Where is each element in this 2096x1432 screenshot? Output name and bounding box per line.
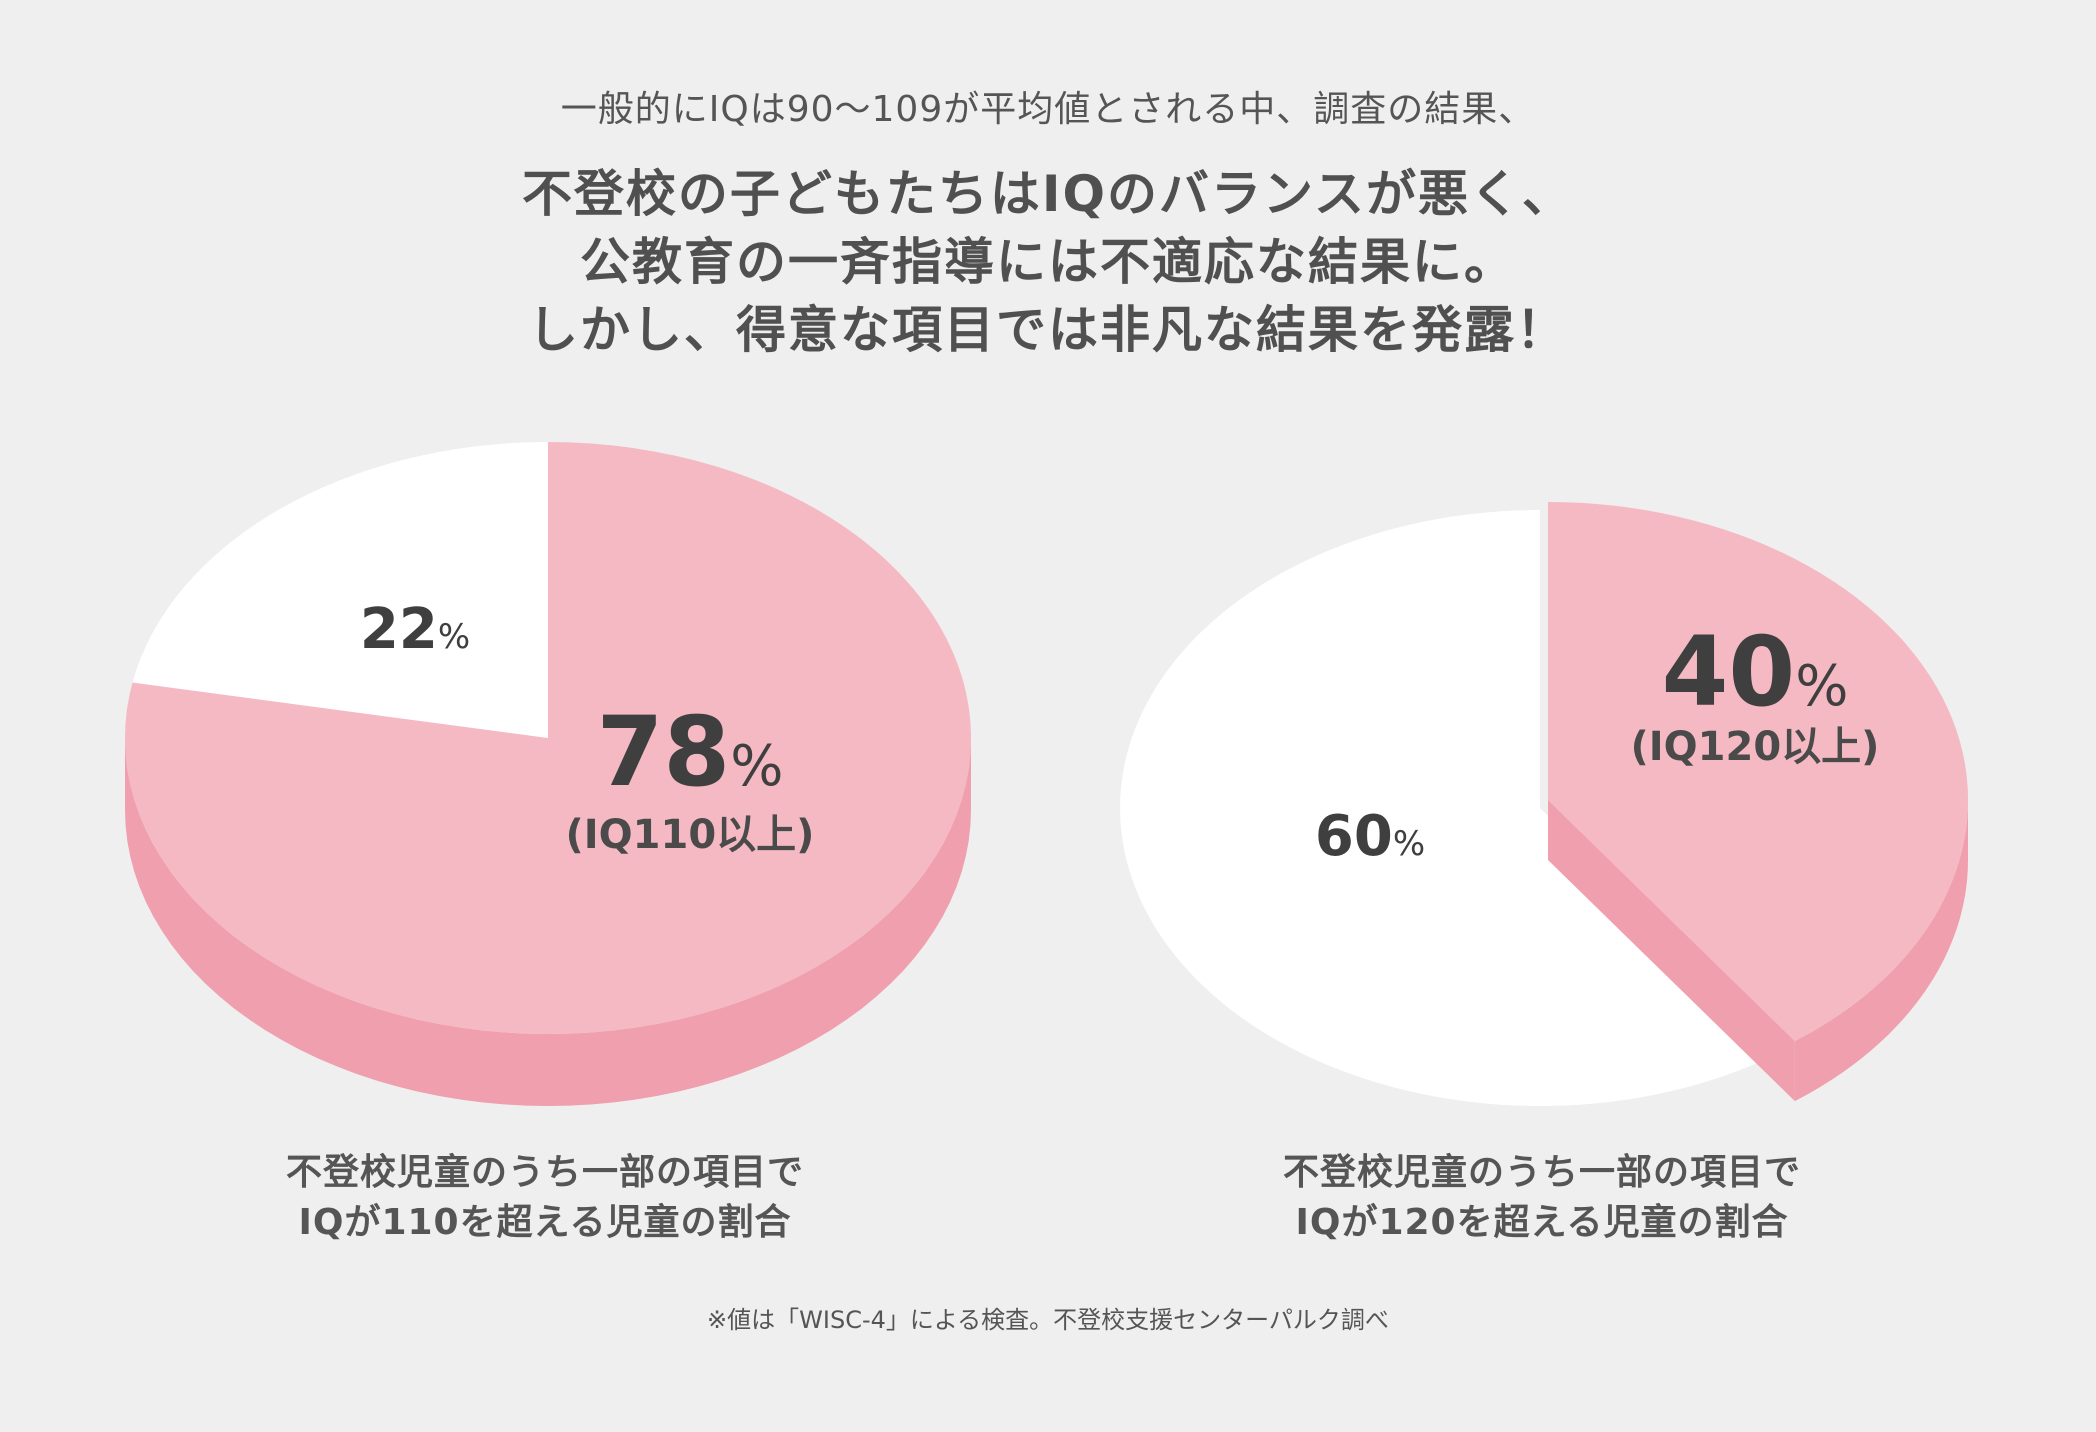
chart-2-slice-1-sublabel: (IQ120以上) xyxy=(1631,724,1880,770)
chart-1-slice-1-sublabel: (IQ110以上) xyxy=(566,812,815,858)
chart-1-slice-1-label: 78% xyxy=(597,696,784,808)
chart-1-slice-1 xyxy=(124,442,971,1034)
chart-2-slice-1-unit: % xyxy=(1795,654,1848,719)
headline: 不登校の子どもたちはIQのバランスが悪く、 公教育の一斉指導には不適応な結果に。… xyxy=(0,160,2096,364)
chart-1-slice-2-label: 22% xyxy=(360,597,470,662)
chart-2-slice-1-cut xyxy=(1548,800,1795,1102)
pie-chart-1: 78%(IQ110以上)22% xyxy=(124,442,971,1106)
chart-2-caption: 不登校児童のうち一部の項目で IQが120を超える児童の割合 xyxy=(1162,1148,1922,1248)
chart-1-slice-2-unit: % xyxy=(438,617,470,657)
chart-1-slice-1-unit: % xyxy=(730,734,783,799)
chart-1-slice-1-value: 78 xyxy=(597,696,731,808)
chart-2-slice-1-value: 40 xyxy=(1662,616,1796,728)
chart-2-slice-1-label: 40% xyxy=(1662,616,1849,728)
chart-1-slice-1-side xyxy=(125,738,971,1106)
chart-2-slice-1 xyxy=(1548,502,1969,1042)
headline-line-2: 公教育の一斉指導には不適応な結果に。 xyxy=(580,233,1516,291)
headline-line-3: しかし、得意な項目では非凡な結果を発露！ xyxy=(528,301,1568,359)
subtitle: 一般的にIQは90〜109が平均値とされる中、調査の結果、 xyxy=(560,89,1536,130)
chart-2-slice-2 xyxy=(1120,510,1787,1106)
chart-2-slice-2-unit: % xyxy=(1393,824,1425,864)
chart-2-slice-1-side xyxy=(1794,800,1968,1102)
chart-2-caption-line-2: IQが120を超える児童の割合 xyxy=(1295,1202,1789,1243)
chart-1-slice-2 xyxy=(132,442,548,738)
headline-line-1: 不登校の子どもたちはIQのバランスが悪く、 xyxy=(521,165,1575,223)
chart-1-caption-line-2: IQが110を超える児童の割合 xyxy=(298,1202,792,1243)
chart-1-caption-line-1: 不登校児童のうち一部の項目で xyxy=(285,1152,804,1193)
chart-1-slice-2-value: 22 xyxy=(360,597,438,662)
footnote: ※値は「WISC-4」による検査。不登校支援センターパルク調べ xyxy=(707,1306,1389,1334)
chart-2-caption-line-1: 不登校児童のうち一部の項目で xyxy=(1282,1152,1801,1193)
chart-1-caption: 不登校児童のうち一部の項目で IQが110を超える児童の割合 xyxy=(165,1148,925,1248)
chart-2-slice-2-value: 60 xyxy=(1315,804,1393,869)
pie-chart-2: 40%(IQ120以上)60% xyxy=(1120,502,1969,1106)
chart-2-slice-2-label: 60% xyxy=(1315,804,1425,869)
